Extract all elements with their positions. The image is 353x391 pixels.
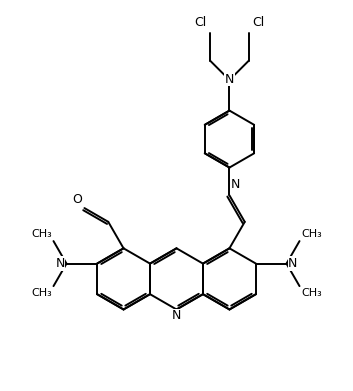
Text: Cl: Cl <box>252 16 265 29</box>
Text: CH₃: CH₃ <box>301 288 322 298</box>
Text: O: O <box>72 193 82 206</box>
Text: CH₃: CH₃ <box>301 230 322 239</box>
Text: N: N <box>225 73 234 86</box>
Text: N: N <box>172 309 181 323</box>
Text: CH₃: CH₃ <box>31 288 52 298</box>
Text: N: N <box>55 257 65 270</box>
Text: Cl: Cl <box>194 16 207 29</box>
Text: N: N <box>231 178 241 191</box>
Text: CH₃: CH₃ <box>31 230 52 239</box>
Text: N: N <box>288 257 298 270</box>
